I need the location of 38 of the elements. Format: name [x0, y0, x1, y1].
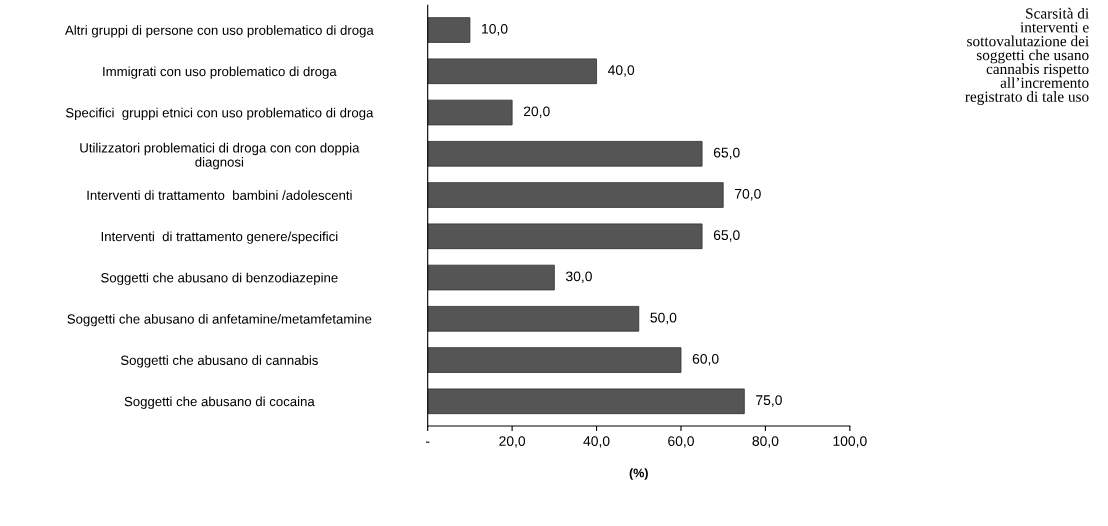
bar: [427, 182, 724, 208]
data-label: 10,0: [482, 23, 508, 36]
x-tick-label: 40,0: [583, 436, 610, 448]
bar: [427, 306, 640, 332]
data-label: 30,0: [565, 271, 592, 283]
data-label: 20,0: [523, 106, 550, 118]
bar: [427, 388, 745, 415]
x-tick-label: 100,0: [833, 436, 867, 448]
y-tick-label: Soggetti che abusano di anfetamine/metamfetamine: [67, 314, 372, 327]
x-tick-label: -: [425, 441, 430, 443]
data-label: 65,0: [713, 147, 740, 160]
y-tick-label: Interventi di trattamento genere/specifici: [101, 231, 338, 244]
data-label: 50,0: [650, 312, 677, 325]
bar: [427, 347, 682, 373]
text: Scarsità di interventi e sottovalutazione dei soggetti che usano cannabis rispetto all’incremento registrato di tale uso: [965, 7, 1089, 105]
y-tick-label: Specifici gruppi etnici con uso problematico di droga: [65, 107, 374, 121]
y-tick-label: Interventi di trattamento bambini /adolescenti: [87, 190, 352, 200]
data-label: 60,0: [692, 353, 719, 366]
y-tick-label: Soggetti che abusano di cocaina: [124, 396, 315, 409]
bar: [427, 99, 513, 126]
y-tick-label: Soggetti che abusano di benzodiazepine: [101, 272, 338, 286]
y-tick-label: Immigrati con uso problematico di droga: [103, 66, 337, 79]
data-label: 65,0: [713, 230, 740, 242]
x-tick-label: 20,0: [499, 436, 526, 448]
data-label: 70,0: [735, 188, 761, 201]
bar: [427, 140, 703, 167]
x-tick-label: 60,0: [668, 436, 694, 448]
data-label: 75,0: [756, 395, 782, 407]
bar: [427, 17, 471, 43]
bar: [427, 223, 703, 250]
x-tick-label: 80,0: [752, 436, 779, 448]
y-tick-label: Utilizzatori problematici di droga con con doppia diagnosi: [80, 142, 360, 170]
bar: [427, 58, 597, 85]
bar: [427, 264, 555, 291]
y-tick-label: Altri gruppi di persone con uso problematico di droga: [65, 25, 374, 38]
data-label: 40,0: [607, 65, 635, 77]
x-axis-title: (%): [629, 468, 648, 480]
y-tick-label: Soggetti che abusano di cannabis: [120, 355, 318, 368]
